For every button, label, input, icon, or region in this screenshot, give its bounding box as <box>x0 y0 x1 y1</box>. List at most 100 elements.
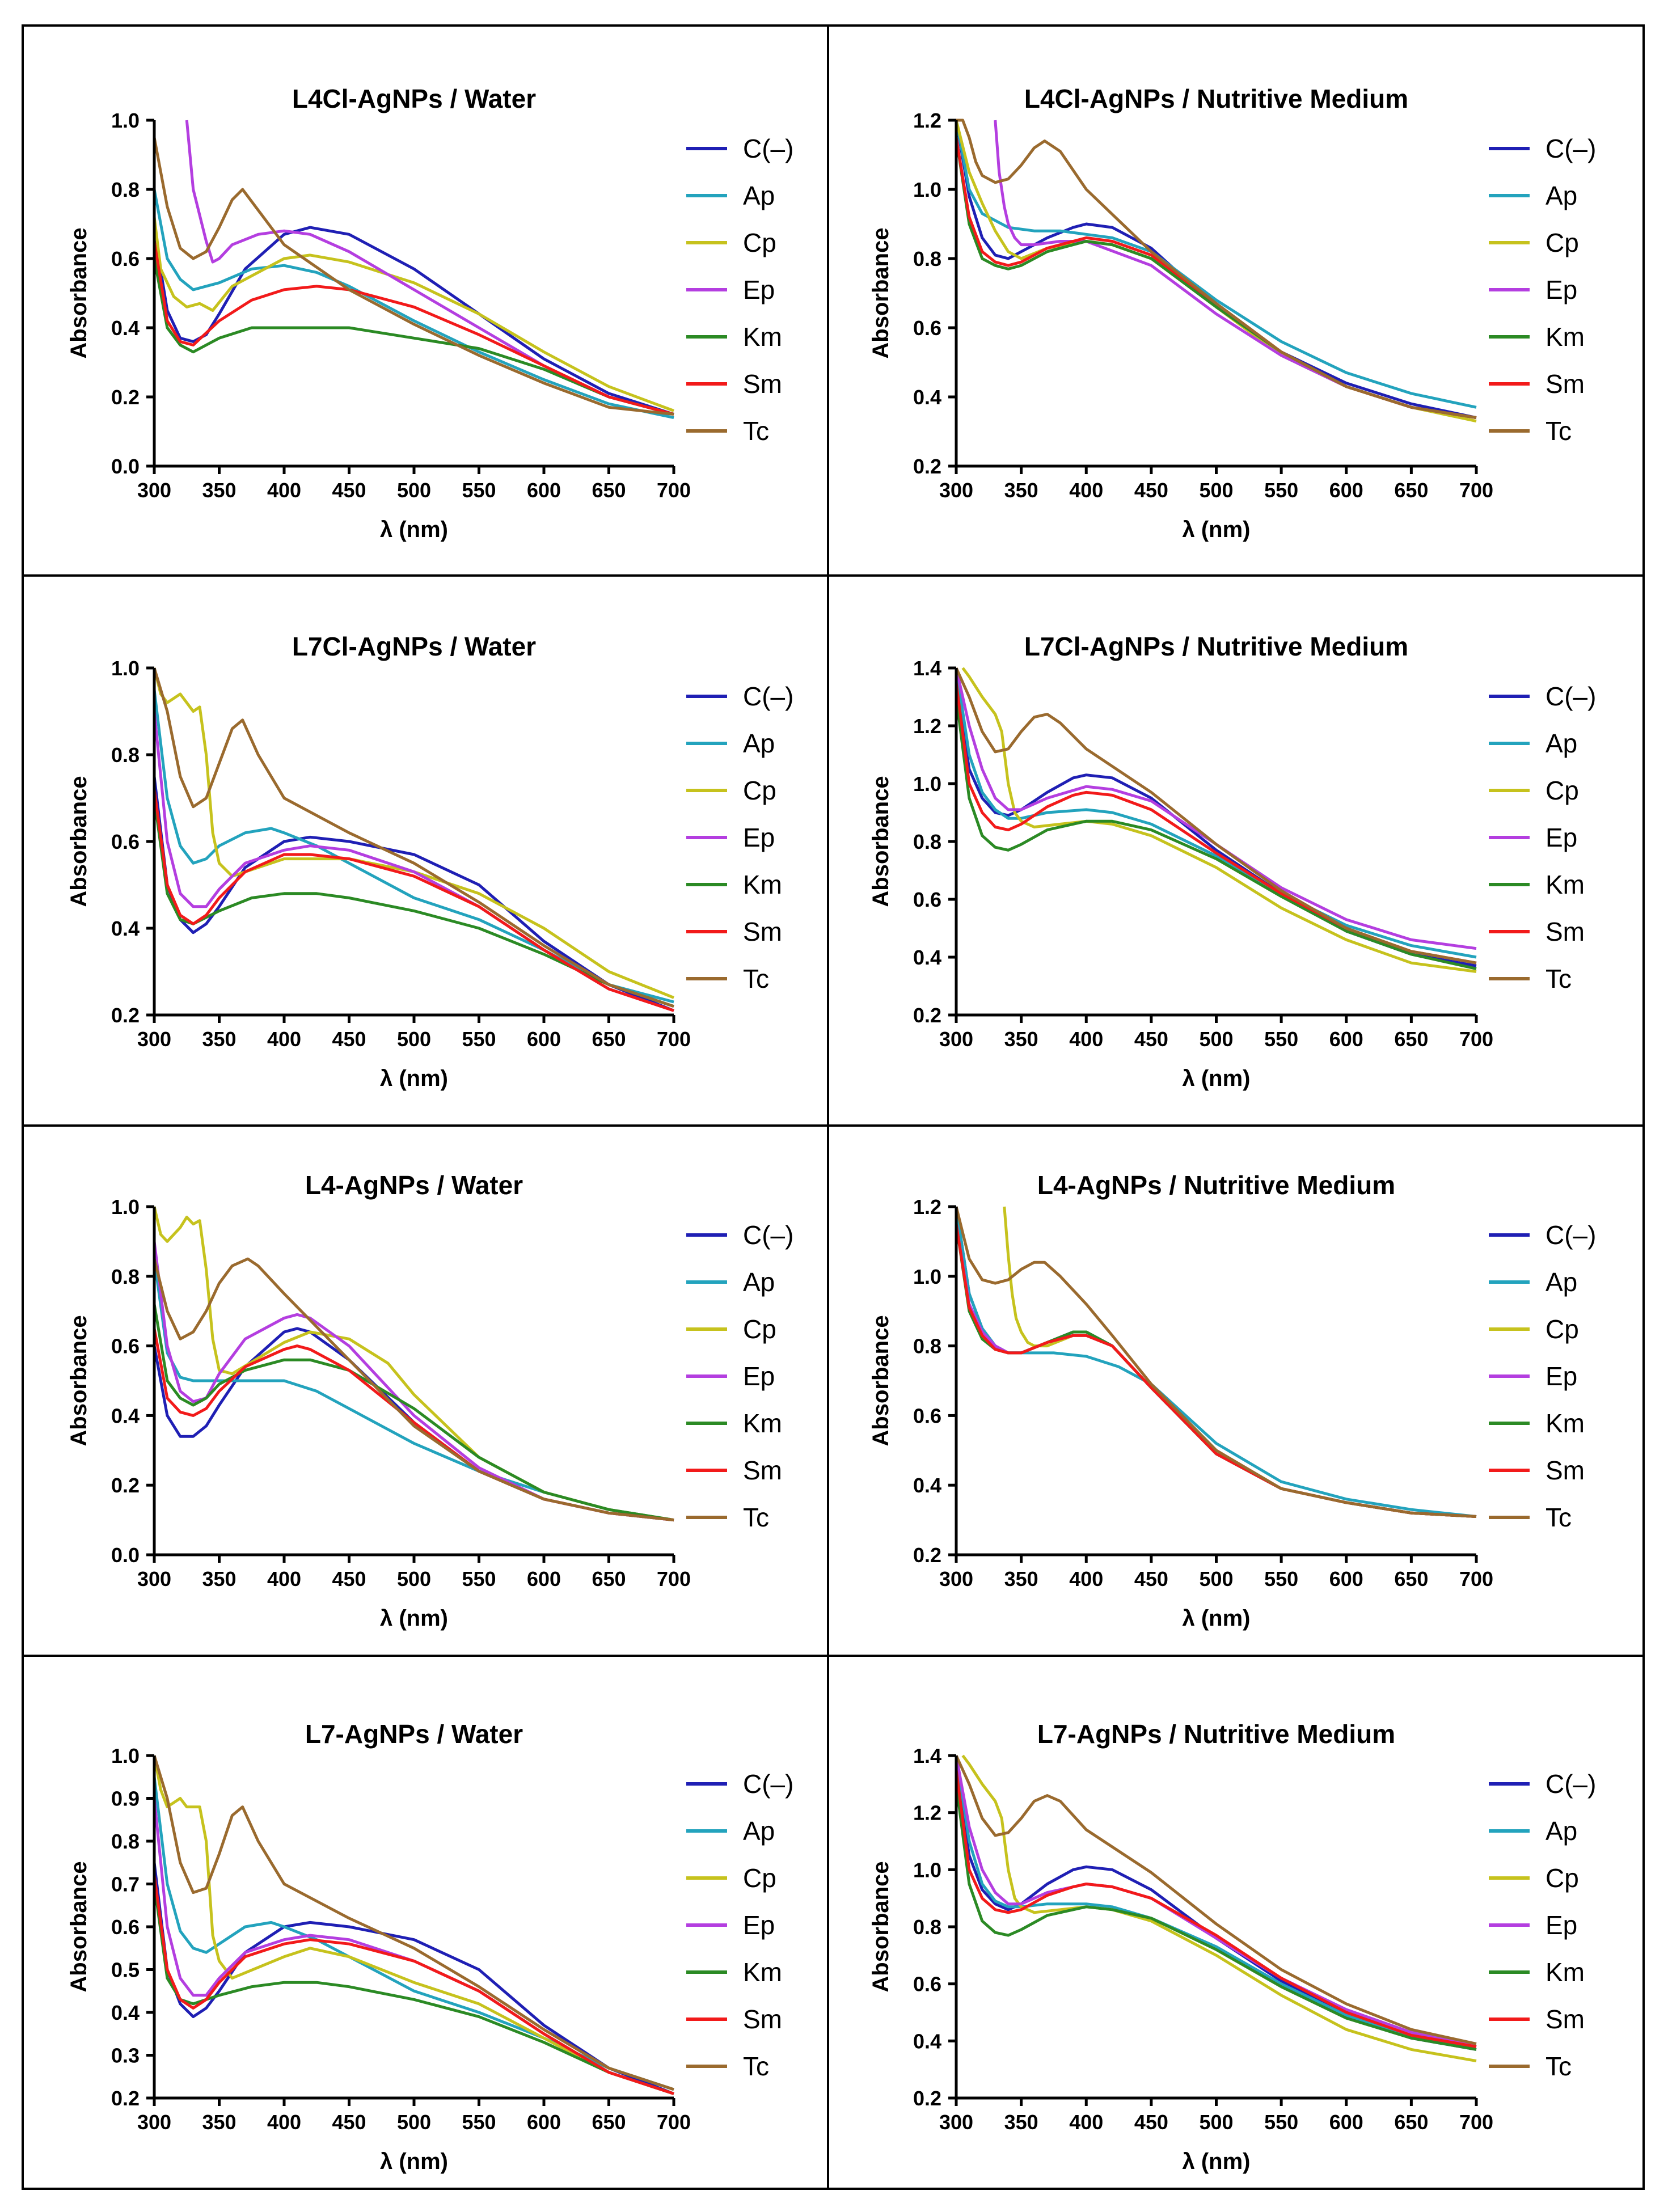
x-tick-label: 500 <box>1199 1567 1233 1591</box>
legend-label: Cp <box>1545 776 1579 805</box>
series-line <box>1003 1206 1477 1518</box>
y-tick-label: 1.0 <box>111 109 140 132</box>
series-line <box>956 696 1477 970</box>
legend-label: Ep <box>743 823 775 852</box>
legend-label: Ep <box>743 275 775 304</box>
y-tick-label: 1.0 <box>111 1195 140 1219</box>
legend-label: C(–) <box>1545 1769 1596 1799</box>
series-line <box>956 137 1477 420</box>
x-tick-label: 550 <box>1264 479 1298 502</box>
series-line <box>956 1224 1477 1518</box>
x-tick-label: 650 <box>1394 2111 1428 2134</box>
y-tick-label: 0.3 <box>111 2044 140 2067</box>
x-tick-label: 550 <box>462 2111 496 2134</box>
x-tick-label: 350 <box>202 2111 236 2134</box>
x-tick-label: 700 <box>657 1567 691 1591</box>
series-line <box>956 119 1477 420</box>
legend-label: C(–) <box>1545 682 1596 711</box>
y-tick-label: 1.0 <box>913 1265 941 1288</box>
legend-label: Cp <box>743 228 776 257</box>
legend-label: Ap <box>1545 181 1577 210</box>
y-tick-label: 0.2 <box>111 1474 140 1497</box>
figure-border <box>22 24 1645 2190</box>
legend-label: Tc <box>743 2052 769 2081</box>
series-line <box>956 120 1477 423</box>
legend-label: Tc <box>743 964 769 993</box>
y-tick-label: 0.8 <box>111 1830 140 1853</box>
x-tick-label: 600 <box>1329 479 1363 502</box>
x-tick-label: 600 <box>1329 2111 1363 2134</box>
x-tick-label: 700 <box>657 1027 691 1051</box>
series-line <box>154 798 674 1008</box>
x-tick-label: 500 <box>397 1567 431 1591</box>
legend-label: C(–) <box>743 682 793 711</box>
series-line <box>961 667 1477 973</box>
x-tick-label: 300 <box>939 2111 973 2134</box>
x-tick-label: 650 <box>592 2111 626 2134</box>
y-tick-label: 1.0 <box>913 772 941 796</box>
legend-label: Tc <box>1545 1503 1572 1532</box>
x-tick-label: 650 <box>592 1567 626 1591</box>
y-tick-label: 0.0 <box>111 1543 140 1567</box>
x-tick-label: 400 <box>267 479 301 502</box>
x-tick-label: 650 <box>592 1027 626 1051</box>
series-line <box>154 258 674 416</box>
y-tick-label: 0.6 <box>913 1973 941 1996</box>
series-line <box>956 137 1477 420</box>
series-line <box>154 226 674 416</box>
y-tick-label: 0.6 <box>111 247 140 270</box>
x-tick-label: 500 <box>397 479 431 502</box>
x-axis-label: λ (nm) <box>1183 1606 1251 1631</box>
x-tick-label: 500 <box>1199 1027 1233 1051</box>
series-line <box>956 1754 1477 2045</box>
x-tick-label: 700 <box>1459 2111 1493 2134</box>
legend-label: C(–) <box>1545 1220 1596 1250</box>
y-tick-label: 0.4 <box>111 1404 140 1427</box>
legend-label: Sm <box>1545 1456 1585 1485</box>
legend-label: Km <box>743 1409 782 1438</box>
y-tick-label: 0.4 <box>111 316 140 340</box>
legend-label: Sm <box>743 917 782 946</box>
y-axis-label: Absorbance <box>868 1861 893 1992</box>
x-tick-label: 400 <box>1069 1567 1103 1591</box>
series-line <box>956 667 1477 959</box>
legend-label: Km <box>1545 1957 1585 1987</box>
legend-label: Km <box>743 870 782 899</box>
x-tick-label: 650 <box>1394 479 1428 502</box>
y-tick-label: 0.2 <box>111 386 140 409</box>
series-line <box>154 1755 674 2091</box>
y-tick-label: 0.2 <box>111 2087 140 2110</box>
legend-label: Cp <box>1545 1314 1579 1344</box>
y-tick-label: 0.6 <box>111 1335 140 1358</box>
chart-title: L4-AgNPs / Water <box>305 1170 523 1200</box>
y-tick-label: 0.4 <box>913 946 941 969</box>
x-tick-label: 700 <box>1459 1027 1493 1051</box>
series-line <box>154 1258 674 1522</box>
legend-label: Cp <box>1545 1863 1579 1893</box>
legend-label: Ap <box>743 1267 775 1297</box>
series-line <box>994 120 1477 420</box>
x-tick-label: 550 <box>1264 1567 1298 1591</box>
x-axis-label: λ (nm) <box>380 1606 448 1631</box>
legend-label: Ap <box>1545 1267 1577 1297</box>
series-line <box>956 667 1477 965</box>
legend-label: Cp <box>743 1863 776 1893</box>
x-tick-label: 600 <box>527 1027 561 1051</box>
legend-label: Ap <box>1545 1816 1577 1846</box>
y-tick-label: 1.0 <box>913 1858 941 1881</box>
legend-label: Ap <box>1545 729 1577 758</box>
x-tick-label: 700 <box>1459 479 1493 502</box>
legend-label: Cp <box>1545 228 1579 257</box>
chart-panel: L7-AgNPs / Water 300 350 400 450 500 550 600 650… <box>66 1719 793 2174</box>
x-tick-label: 450 <box>1134 1027 1168 1051</box>
legend-label: Sm <box>743 369 782 399</box>
series-line <box>154 1875 674 2095</box>
x-tick-label: 400 <box>267 1027 301 1051</box>
y-tick-label: 0.5 <box>111 1959 140 1982</box>
y-tick-label: 0.8 <box>111 743 140 767</box>
legend-label: Sm <box>1545 917 1585 946</box>
y-tick-label: 0.6 <box>111 830 140 853</box>
chart-panel: L7-AgNPs / Nutritive Medium 300 350 400 450 5… <box>868 1719 1596 2174</box>
y-tick-label: 0.8 <box>913 1915 941 1939</box>
